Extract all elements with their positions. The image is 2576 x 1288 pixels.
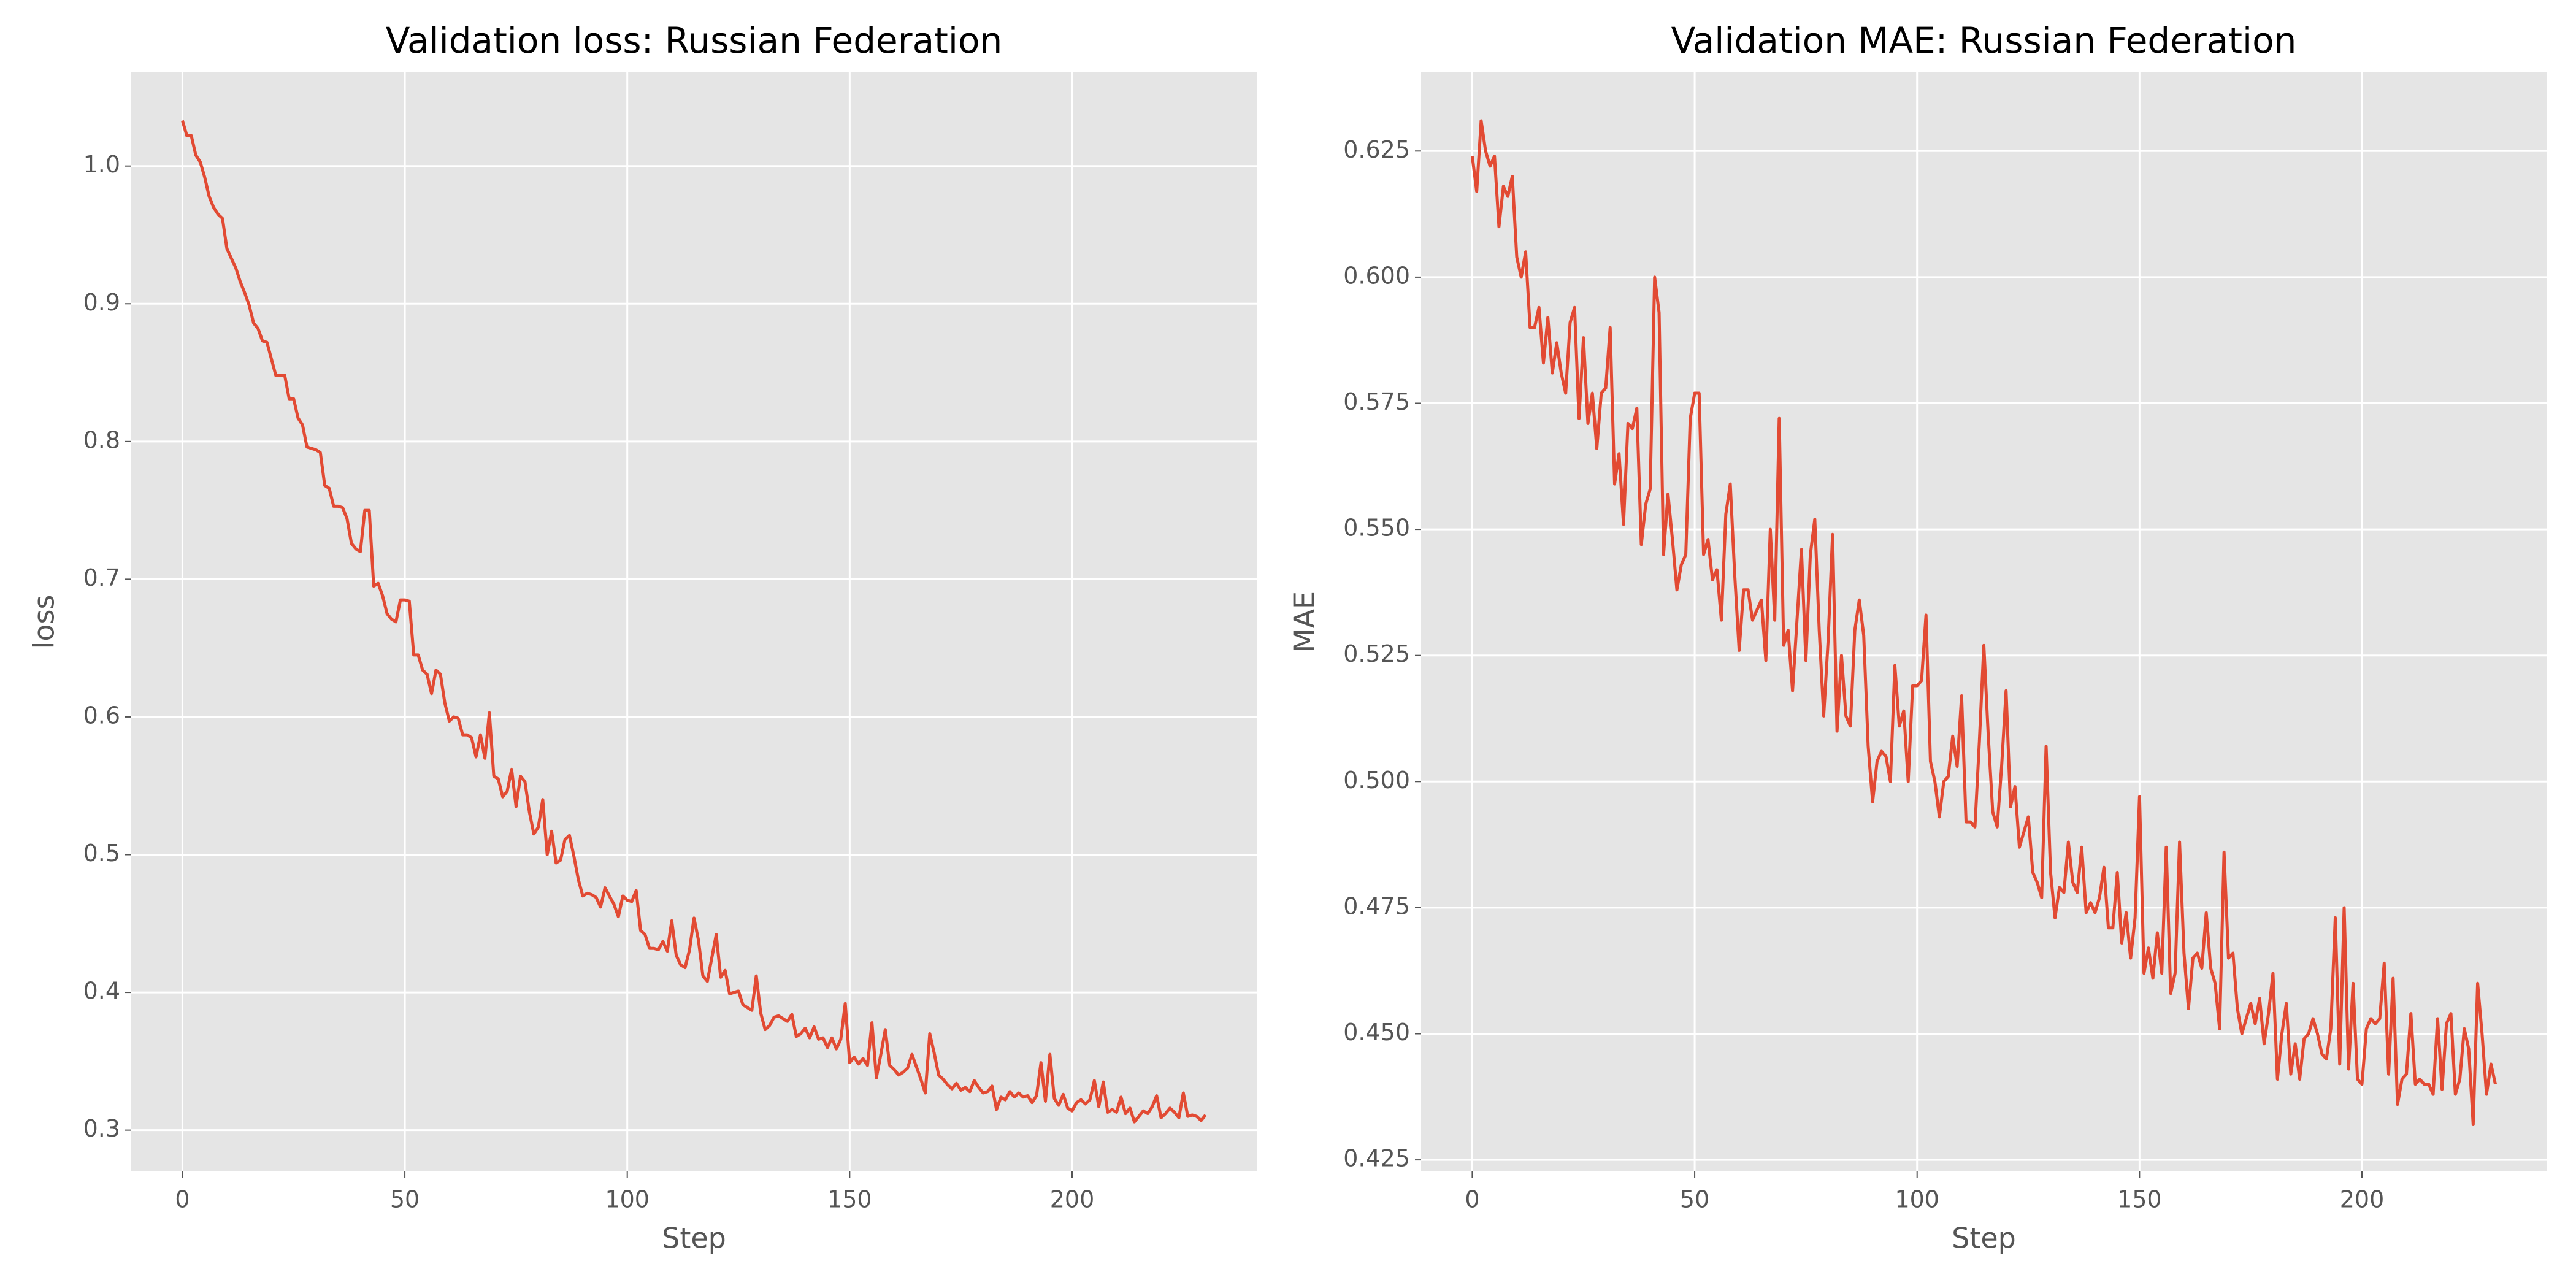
y-tick-label: 0.600 (1343, 262, 1410, 289)
y-tick-label: 0.550 (1343, 515, 1410, 542)
y-tick-label: 0.3 (83, 1115, 120, 1142)
y-tick-label: 0.475 (1343, 892, 1410, 919)
x-tick-label: 50 (1680, 1186, 1709, 1213)
y-tick-label: 0.425 (1343, 1145, 1410, 1172)
x-tick-label: 100 (605, 1186, 650, 1213)
y-tick-label: 0.8 (83, 426, 120, 453)
x-tick-label: 50 (390, 1186, 420, 1213)
x-axis-label: Step (662, 1222, 726, 1255)
y-tick-label: 0.625 (1343, 136, 1410, 163)
y-tick-label: 1.0 (83, 151, 120, 178)
y-tick-label: 0.5 (83, 840, 120, 867)
y-tick-label: 0.6 (83, 702, 120, 729)
x-tick-label: 100 (1895, 1186, 1939, 1213)
data-line (181, 120, 1207, 1124)
chart-title: Validation loss: Russian Federation (386, 20, 1002, 61)
plot-area (1421, 72, 2547, 1171)
subplot: 0.425 0.450 0.475 0.500 0.525 0.550 0.575 0.600… (1288, 20, 2547, 1255)
y-tick-label: 0.7 (83, 564, 120, 591)
subplot: 0.3 0.4 0.5 0.6 0.7 0.8 0.9 1.0 0 50 100 150 200 Vali… (28, 20, 1257, 1255)
y-tick-label: 0.9 (83, 289, 120, 316)
y-tick-label: 0.4 (83, 978, 120, 1005)
x-axis-label: Step (1952, 1222, 2016, 1255)
y-tick-label: 0.525 (1343, 640, 1410, 667)
x-tick-label: 0 (175, 1186, 190, 1213)
y-tick-label: 0.500 (1343, 767, 1410, 794)
data-line (1470, 119, 2497, 1127)
x-tick-label: 0 (1465, 1186, 1479, 1213)
plot-area (131, 72, 1257, 1171)
y-axis-label: loss (28, 595, 61, 650)
y-axis-label: MAE (1288, 591, 1321, 653)
x-tick-label: 200 (1050, 1186, 1095, 1213)
x-tick-label: 150 (827, 1186, 872, 1213)
chart-title: Validation MAE: Russian Federation (1671, 20, 2297, 61)
y-tick-label: 0.575 (1343, 388, 1410, 415)
y-tick-label: 0.450 (1343, 1019, 1410, 1046)
x-tick-label: 200 (2340, 1186, 2385, 1213)
x-tick-label: 150 (2117, 1186, 2162, 1213)
